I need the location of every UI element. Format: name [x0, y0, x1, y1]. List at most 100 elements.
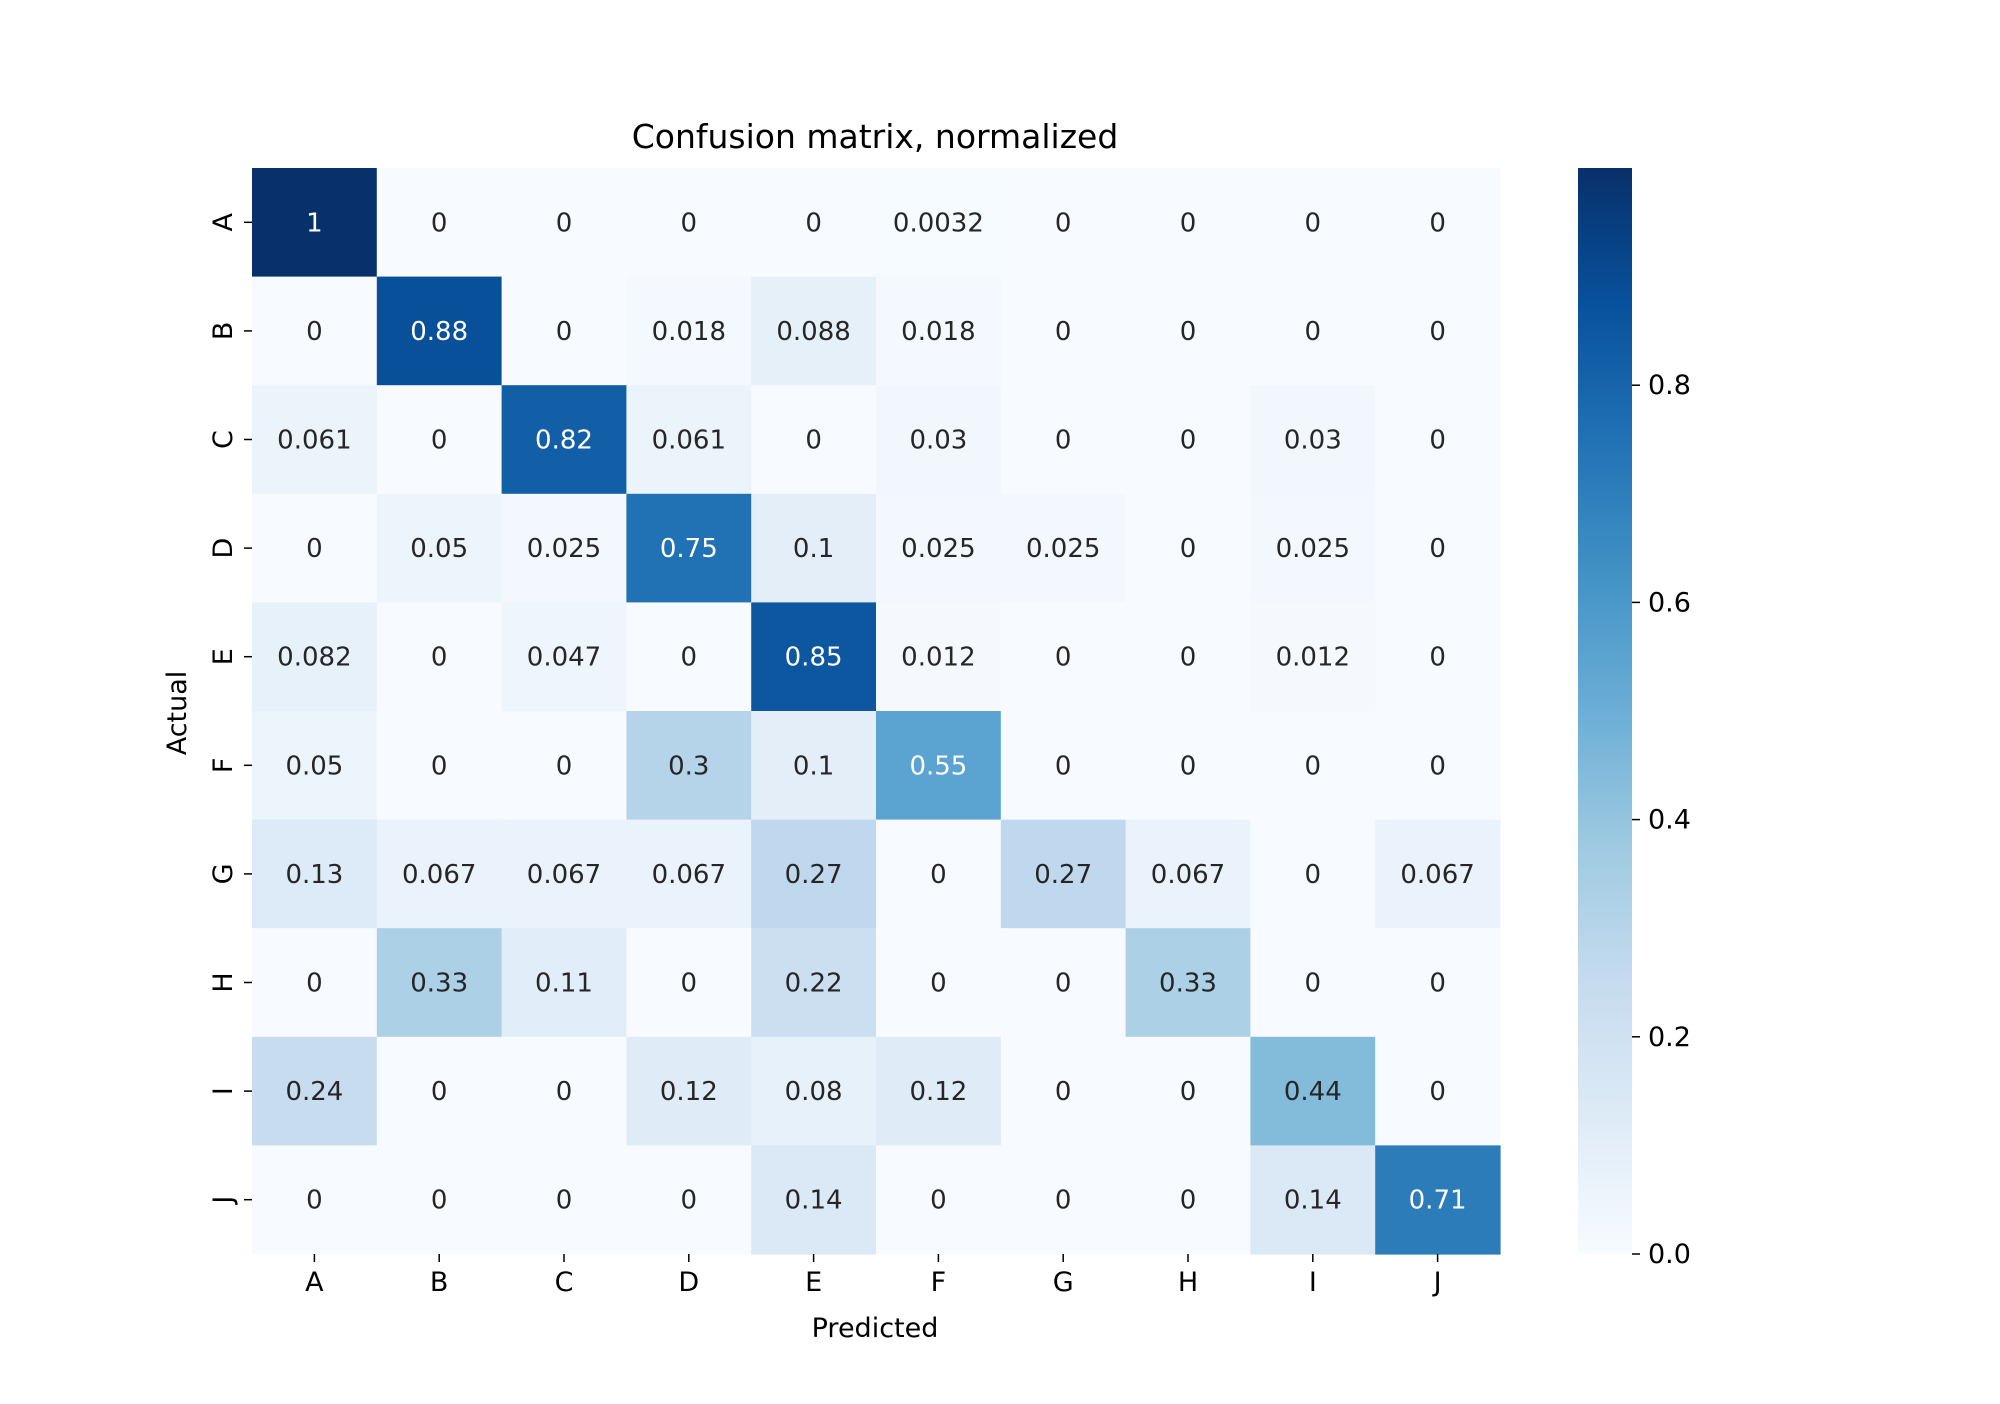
y-tick-label-J: J [208, 1196, 239, 1206]
cell-value-label-J-F: 0 [930, 1186, 947, 1216]
heatmap-cell-E-H [1125, 602, 1251, 712]
heatmap-cell-G-G [1000, 819, 1127, 929]
heatmap-cell-A-I [1250, 168, 1376, 278]
cell-value-label-E-F: 0.012 [901, 643, 975, 673]
heatmap-cell-B-H [1125, 276, 1251, 386]
heatmap-cell-C-F [876, 385, 1002, 495]
colorbar-tick-label-3: 0.6 [1648, 587, 1691, 618]
cell-value-label-H-J: 0 [1429, 969, 1446, 999]
cell-value-label-E-D: 0 [681, 643, 698, 673]
heatmap-cell-F-F [876, 711, 1002, 821]
cell-value-label-E-H: 0 [1180, 643, 1197, 673]
heatmap-cell-A-H [1125, 168, 1251, 278]
cell-value-label-A-J: 0 [1429, 208, 1446, 238]
heatmap-cell-B-B [376, 276, 503, 386]
cell-value-label-I-C: 0 [556, 1077, 573, 1107]
cell-value-label-F-H: 0 [1180, 751, 1197, 781]
cell-value-label-I-J: 0 [1429, 1077, 1446, 1107]
cell-value-label-G-D: 0.067 [652, 860, 726, 890]
heatmap-cell-J-G [1000, 1145, 1127, 1255]
heatmap-cell-J-J [1375, 1145, 1501, 1255]
cell-value-label-J-D: 0 [681, 1186, 698, 1216]
heatmap-cell-B-I [1250, 276, 1376, 386]
heatmap-cell-A-B [376, 168, 503, 278]
cell-value-label-G-C: 0.067 [527, 860, 601, 890]
x-tick-label-B: B [430, 1267, 449, 1298]
cell-value-label-A-G: 0 [1055, 208, 1072, 238]
heatmap-cell-F-J [1375, 711, 1501, 821]
cell-value-label-D-F: 0.025 [901, 534, 975, 564]
cell-value-label-E-J: 0 [1429, 643, 1446, 673]
x-axis-ticks: A B C D E F G H I J [305, 1254, 1442, 1298]
colorbar [1578, 168, 1632, 1254]
cell-value-label-B-D: 0.018 [652, 317, 726, 347]
cell-value-label-J-H: 0 [1180, 1186, 1197, 1216]
y-tick-label-E: E [208, 648, 239, 665]
heatmap-cell-H-A [252, 928, 378, 1038]
heatmap-cell-E-C [501, 602, 627, 712]
colorbar-tick-label-1: 0.2 [1648, 1022, 1691, 1053]
cell-value-label-F-J: 0 [1429, 751, 1446, 781]
heatmap-cell-A-C [501, 168, 627, 278]
heatmap-cells [252, 168, 1501, 1255]
cell-value-label-G-E: 0.27 [785, 860, 843, 890]
cell-value-label-E-B: 0 [431, 643, 448, 673]
cell-value-label-E-I: 0.012 [1276, 643, 1350, 673]
heatmap-cell-F-G [1000, 711, 1127, 821]
heatmap-cell-A-E [751, 168, 877, 278]
x-axis-label: Predicted [812, 1313, 939, 1344]
y-axis-label: Actual [162, 671, 193, 756]
heatmap-cell-C-C [501, 385, 627, 495]
cell-value-label-I-G: 0 [1055, 1077, 1072, 1107]
heatmap-cell-C-G [1000, 385, 1127, 495]
cell-value-label-H-C: 0.11 [535, 969, 593, 999]
heatmap-cell-F-D [626, 711, 752, 821]
heatmap-cell-J-E [751, 1145, 877, 1255]
heatmap-cell-B-E [751, 276, 877, 386]
x-tick-label-C: C [555, 1267, 574, 1298]
heatmap-cell-B-C [501, 276, 627, 386]
cell-value-label-H-B: 0.33 [410, 969, 468, 999]
x-tick-label-H: H [1178, 1267, 1198, 1298]
heatmap-cell-I-F [876, 1036, 1002, 1146]
cell-value-label-B-C: 0 [556, 317, 573, 347]
cell-value-label-F-F: 0.55 [909, 751, 967, 781]
heatmap-cell-C-E [751, 385, 877, 495]
cell-value-label-C-I: 0.03 [1284, 426, 1342, 456]
heatmap-cell-J-A [252, 1145, 378, 1255]
cell-value-label-F-I: 0 [1305, 751, 1322, 781]
cell-value-label-J-G: 0 [1055, 1186, 1072, 1216]
heatmap-cell-D-J [1375, 493, 1501, 603]
cell-value-label-B-E: 0.088 [776, 317, 850, 347]
heatmap-cell-G-D [626, 819, 752, 929]
cell-value-label-H-H: 0.33 [1159, 969, 1217, 999]
cell-value-label-J-A: 0 [306, 1186, 323, 1216]
cell-value-label-G-A: 0.13 [285, 860, 343, 890]
heatmap-cell-H-I [1250, 928, 1376, 1038]
x-tick-label-F: F [931, 1267, 947, 1298]
heatmap-cell-J-D [626, 1145, 752, 1255]
cell-value-label-B-I: 0 [1305, 317, 1322, 347]
y-tick-label-B: B [208, 322, 239, 341]
heatmap-cell-D-F [876, 493, 1002, 603]
heatmap-cell-J-H [1125, 1145, 1251, 1255]
heatmap-cell-H-H [1125, 928, 1251, 1038]
cell-value-label-I-I: 0.44 [1284, 1077, 1342, 1107]
cell-value-label-C-J: 0 [1429, 426, 1446, 456]
heatmap-cell-D-H [1125, 493, 1251, 603]
heatmap-cell-B-D [626, 276, 752, 386]
heatmap-cell-E-A [252, 602, 378, 712]
heatmap-cell-A-G [1000, 168, 1127, 278]
cell-value-label-A-C: 0 [556, 208, 573, 238]
heatmap-cell-C-A [252, 385, 378, 495]
heatmap-cell-H-B [376, 928, 503, 1038]
heatmap-cell-G-I [1250, 819, 1376, 929]
heatmap-cell-labels: 1 0 0 0 0 0.0032 0 0 0 0 0 0.88 0 0.018 0.088 0.018 0 0 0 0… [277, 208, 1475, 1215]
cell-value-label-H-E: 0.22 [785, 969, 843, 999]
heatmap-cell-D-C [501, 493, 627, 603]
cell-value-label-B-A: 0 [306, 317, 323, 347]
heatmap-cell-F-H [1125, 711, 1251, 821]
heatmap-cell-E-F [876, 602, 1002, 712]
heatmap-cell-D-I [1250, 493, 1376, 603]
cell-value-label-B-J: 0 [1429, 317, 1446, 347]
